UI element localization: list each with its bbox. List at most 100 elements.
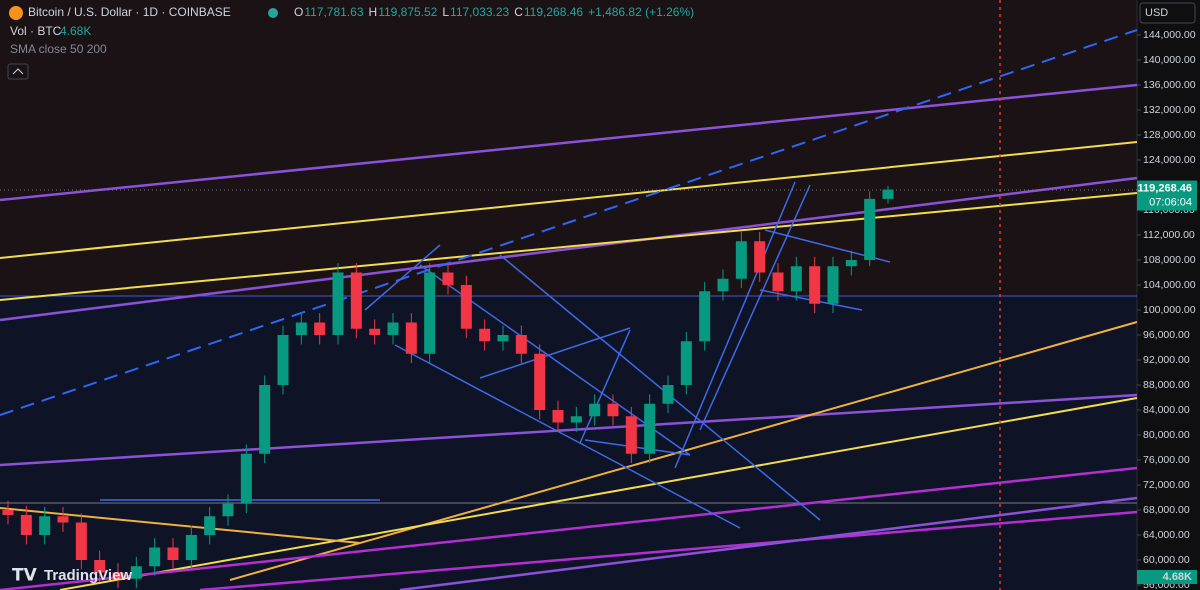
y-tick-label: 92,000.00 [1143,354,1190,366]
y-tick-label: 144,000.00 [1143,29,1196,41]
last-price: 119,268.46 [1138,182,1192,194]
candle-body [369,328,381,335]
lower-zone [0,296,1137,590]
y-tick-label: 128,000.00 [1143,129,1196,141]
currency-button[interactable] [1139,2,1196,24]
pattern-line [479,327,631,379]
candle-body [845,260,857,267]
y-tick-label: 60,000.00 [1143,554,1190,566]
symbol-title[interactable]: Bitcoin / U.S. Dollar · 1D · COINBASE [28,5,231,19]
countdown: 07:06:04 [1149,196,1192,208]
brand-logo[interactable]: 𝗧𝗩 [12,565,38,584]
collapse-button[interactable] [7,63,29,80]
candle-body [625,416,637,454]
candle-body [515,335,527,354]
trend-line [0,141,1138,259]
candle-body [662,385,674,404]
candle-body [424,272,436,354]
ohlc-key: C [514,5,523,19]
price-axis: 56,000.00 60,000.00 64,000.00 68,000.00 72,0… [1137,29,1196,590]
collapse-icon [12,68,24,75]
candle-body [754,241,766,273]
candle-body [350,272,362,329]
candle-body [534,353,546,410]
y-tick-label: 136,000.00 [1143,79,1196,91]
candle-body [790,266,802,292]
indicator-name[interactable]: SMA close 50 200 [10,42,107,56]
y-tick-label: 56,000.00 [1143,579,1190,590]
y-tick-label: 108,000.00 [1143,254,1196,266]
currency[interactable]: USD [1145,7,1168,19]
candle-body [149,547,161,567]
y-tick-label: 124,000.00 [1143,154,1196,166]
ohlc-legend: O 117,781.63 H 119,875.52 L 117,033.23 C 119,26… [294,5,694,19]
ohlc-value: 119,268.46 [524,5,583,19]
candle-body [185,535,197,560]
trend-line [0,192,1138,301]
y-tick-label: 80,000.00 [1143,429,1190,441]
candle-body [75,522,87,560]
y-tick-label: 132,000.00 [1143,104,1196,116]
trend-line [399,496,1138,590]
ohlc-key: H [369,5,378,19]
upper-zone [0,0,1137,296]
change: +1,486.82 (+1.26%) [588,5,694,19]
trend-line [0,393,1138,467]
candle-body [717,278,729,292]
candle-body [864,198,876,260]
candle-body [589,403,601,417]
candle-body [20,515,32,535]
candle-body [277,335,289,385]
candle-body [772,272,784,292]
candle-body [167,547,179,560]
trend-line [0,466,1138,590]
candle-body [644,403,656,454]
price-box [1137,180,1197,211]
last-price-box: 119,268.46 07:06:04 [1137,180,1197,211]
candle-body [314,322,326,335]
candle-body [735,241,747,279]
candle-body [240,453,252,504]
candle-body [387,322,399,335]
candle-body [680,341,692,385]
brand[interactable]: TradingView [44,567,132,584]
y-tick-label: 72,000.00 [1143,479,1190,491]
candle-body [809,266,821,304]
pattern-line [394,344,741,529]
candle-body [2,510,14,515]
candle-body [204,516,216,535]
dashed-trend-line [0,29,1138,416]
candle-body [112,572,124,579]
candle-body [94,560,106,573]
candles [2,185,894,589]
candle-body [699,291,711,342]
price-axis-bg [1137,0,1200,590]
candle-body [882,189,894,199]
trend-line [59,397,1138,590]
volume-value: 4.68K [60,24,91,38]
volume-title[interactable]: Vol · BTC [10,24,62,38]
symbol-icon [9,6,23,20]
ohlc-value: 117,033.23 [450,5,509,19]
ohlc-value: 119,875.52 [378,5,437,19]
y-tick-label: 100,000.00 [1143,304,1196,316]
market-status [268,8,278,18]
trend-line [0,507,361,544]
candle-body [405,322,417,354]
candle-body [332,272,344,335]
ohlc-value: 117,781.63 [304,5,363,19]
y-tick-label: 96,000.00 [1143,329,1190,341]
y-tick-label: 88,000.00 [1143,379,1190,391]
candle-body [222,503,234,517]
volume-box [1137,570,1197,584]
candle-body [442,272,454,285]
candle-body [497,335,509,342]
candle-body [552,410,564,423]
candle-body [130,566,142,579]
candle-body [570,416,582,423]
pattern-line [499,254,821,521]
candle-body [827,266,839,304]
y-tick-label: 68,000.00 [1143,504,1190,516]
candle-body [460,285,472,329]
